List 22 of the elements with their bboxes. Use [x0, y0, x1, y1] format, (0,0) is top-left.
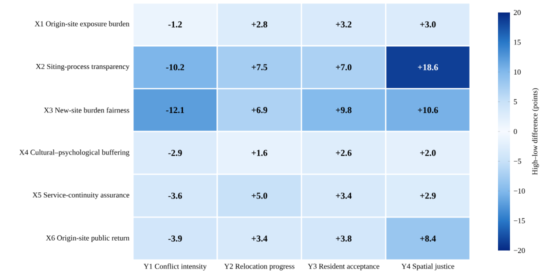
data-label: +8.4: [420, 236, 436, 242]
data-label: -2.9: [168, 150, 182, 156]
data-label: +3.4: [336, 192, 352, 199]
data-label: +2.6: [336, 150, 352, 156]
data-label: +6.9: [252, 107, 268, 114]
data-label: -12.1: [166, 107, 184, 114]
data-label: +3.2: [336, 21, 352, 28]
data-label: -1.2: [168, 21, 182, 28]
data-label: +1.6: [252, 150, 268, 156]
data-label: +9.8: [336, 107, 352, 114]
data-label: -3.9: [168, 236, 182, 242]
data-label: +2.0: [420, 150, 436, 156]
data-label: +2.9: [420, 192, 436, 199]
data-label: +7.0: [336, 64, 352, 70]
data-label: +3.8: [336, 236, 352, 242]
data-label: +10.6: [418, 107, 438, 114]
data-label: +18.6: [418, 64, 438, 70]
data-label: +5.0: [252, 192, 268, 199]
data-label: +3.4: [252, 236, 268, 242]
data-label: +3.0: [420, 21, 436, 28]
data-label: +2.8: [252, 21, 268, 28]
data-label: +7.5: [252, 64, 268, 70]
